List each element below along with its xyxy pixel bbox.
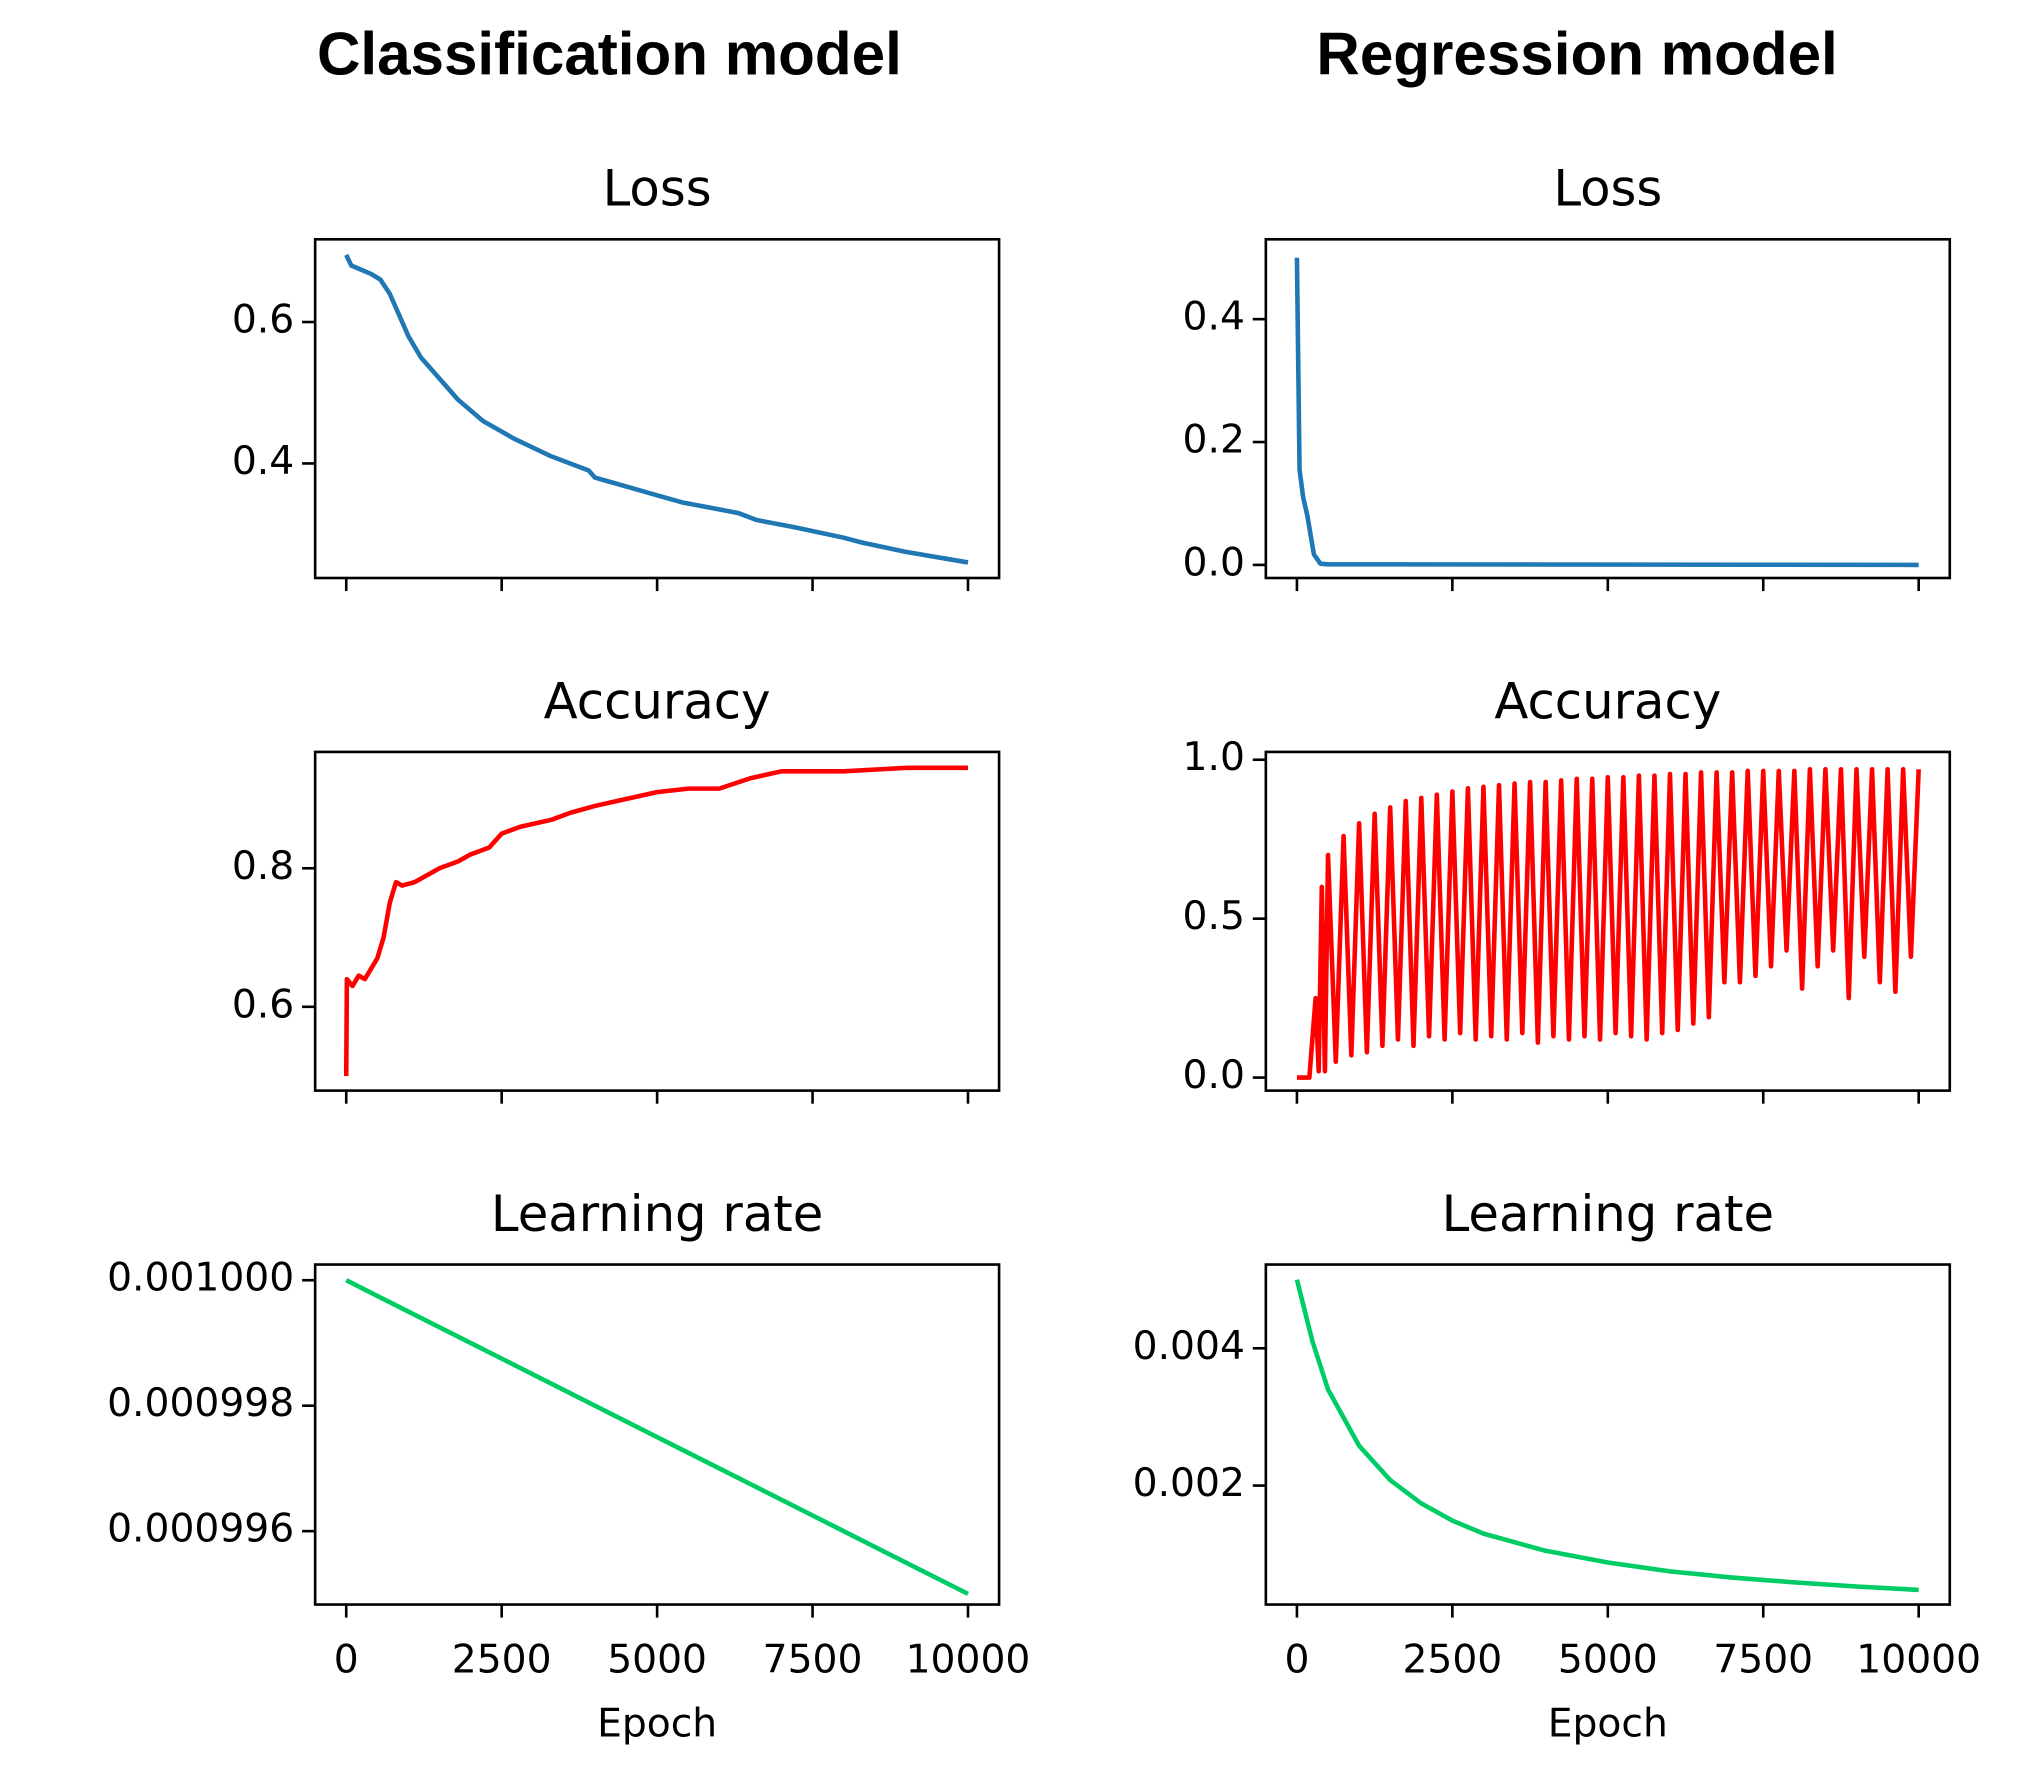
subplot-title: Loss — [1553, 160, 1662, 218]
y-tick-label: 0.5 — [1183, 894, 1245, 939]
y-tick-label: 0.002 — [1133, 1461, 1245, 1506]
data-line — [343, 765, 968, 1077]
y-tick-label: 0.6 — [232, 298, 294, 343]
y-tick-label: 0.4 — [232, 439, 294, 484]
x-tick-label: 10000 — [906, 1638, 1031, 1683]
y-tick-label: 0.8 — [232, 844, 294, 889]
x-tick-label: 7500 — [1713, 1638, 1813, 1683]
data-line — [1294, 257, 1919, 568]
x-tick-label: 10000 — [1856, 1638, 1981, 1683]
y-tick-label: 0.0 — [1183, 1053, 1245, 1098]
y-tick-label: 0.0 — [1183, 540, 1245, 585]
data-line — [345, 1278, 970, 1596]
x-tick-label: 2500 — [1402, 1638, 1502, 1683]
y-tick-label: 0.000998 — [107, 1381, 294, 1426]
subplot-title: Learning rate — [1442, 1185, 1774, 1243]
y-tick-label: 0.2 — [1183, 418, 1245, 463]
y-tick-label: 0.000996 — [107, 1507, 294, 1552]
x-tick-label: 5000 — [1558, 1638, 1658, 1683]
column-heading: Regression model — [1316, 21, 1837, 88]
x-tick-label: 2500 — [452, 1638, 552, 1683]
x-tick-label: 7500 — [763, 1638, 863, 1683]
x-axis-label: Epoch — [597, 1702, 717, 1747]
y-tick-label: 0.6 — [232, 982, 294, 1027]
x-tick-label: 5000 — [607, 1638, 707, 1683]
x-tick-label: 0 — [334, 1638, 359, 1683]
subplot-title: Learning rate — [491, 1185, 823, 1243]
axes-frame — [313, 750, 1001, 1092]
data-line — [344, 253, 969, 565]
y-tick-label: 0.001000 — [107, 1256, 294, 1301]
x-tick-label: 0 — [1284, 1638, 1309, 1683]
x-axis-label: Epoch — [1548, 1702, 1668, 1747]
column-heading: Classification model — [317, 21, 902, 88]
y-tick-label: 0.4 — [1183, 295, 1245, 340]
subplot-title: Loss — [603, 160, 712, 218]
subplot-title: Accuracy — [1494, 672, 1721, 730]
axes-frame — [1264, 750, 1952, 1092]
y-tick-label: 1.0 — [1183, 735, 1245, 780]
data-line — [1296, 766, 1921, 1080]
subplot-title: Accuracy — [544, 672, 771, 730]
axes-frame — [313, 1263, 1001, 1606]
axes-frame — [1264, 1263, 1952, 1606]
axes-frame — [1264, 237, 1952, 580]
y-tick-label: 0.004 — [1133, 1324, 1245, 1369]
data-line — [1294, 1279, 1919, 1593]
axes-frame — [313, 237, 1001, 580]
